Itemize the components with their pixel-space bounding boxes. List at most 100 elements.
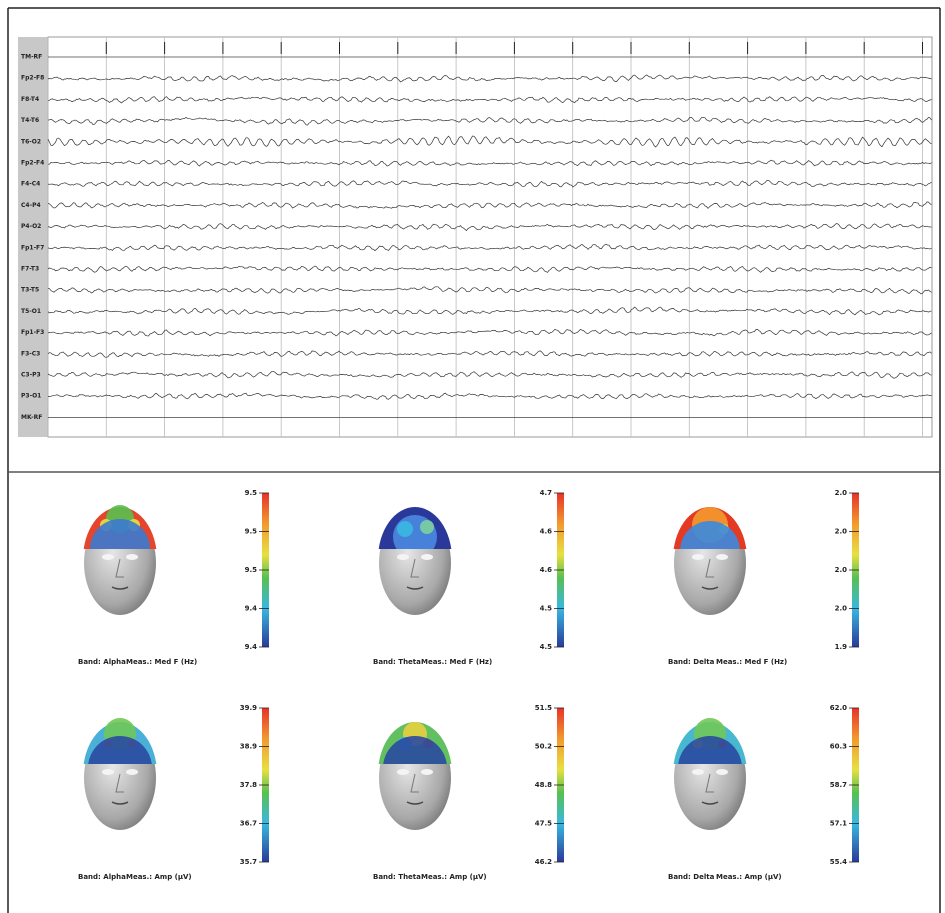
eye xyxy=(126,769,138,775)
channel-label: C3-P3 xyxy=(21,372,41,379)
channel-label: P4-O2 xyxy=(21,223,41,230)
eeg-trace xyxy=(47,328,932,337)
scalp-blob xyxy=(88,736,152,764)
measure-label: Meas.: Med F (Hz) xyxy=(716,658,787,666)
scale-label: 1.9 xyxy=(835,643,848,651)
band-label: Band: Delta xyxy=(668,873,715,881)
label-column xyxy=(18,37,48,437)
scale-label: 38.9 xyxy=(240,743,257,751)
channel-label: Fp2-F8 xyxy=(21,75,44,82)
eeg-trace xyxy=(47,201,932,209)
scale-label: 62.0 xyxy=(830,704,847,712)
mouth xyxy=(406,586,424,590)
eye xyxy=(102,554,114,560)
scale-label: 2.0 xyxy=(835,605,848,613)
measure-label: Meas.: Med F (Hz) xyxy=(126,658,197,666)
eeg-trace xyxy=(47,223,932,232)
channel-label: F7-T3 xyxy=(21,266,39,273)
eye xyxy=(692,769,704,775)
eye xyxy=(421,769,433,775)
eeg-trace xyxy=(47,159,932,167)
band-label: Band: Delta xyxy=(668,658,715,666)
scale-label: 58.7 xyxy=(830,781,847,789)
mouth xyxy=(406,801,424,805)
band-label: Band: Theta xyxy=(373,873,421,881)
nose xyxy=(115,773,124,793)
mouth xyxy=(111,586,129,590)
measure-label: Meas.: Amp (µV) xyxy=(126,873,192,881)
scalp-map xyxy=(673,507,747,549)
scalp-map xyxy=(378,507,452,549)
scale-label: 4.6 xyxy=(540,528,553,536)
channel-label: T6-O2 xyxy=(21,138,41,145)
scale-label: 46.2 xyxy=(535,858,552,866)
scale-label: 57.1 xyxy=(830,820,847,828)
eye xyxy=(102,769,114,775)
eeg-trace xyxy=(48,96,932,104)
scale-label: 9.4 xyxy=(245,605,258,613)
channel-label: T5-O1 xyxy=(21,308,41,315)
scale-label: 50.2 xyxy=(535,743,552,751)
eye xyxy=(692,554,704,560)
channel-label: TM-RF xyxy=(21,54,42,61)
scale-label: 47.5 xyxy=(535,820,552,828)
nose xyxy=(705,558,714,578)
channel-label: F4-C4 xyxy=(21,181,40,188)
scale-label: 4.6 xyxy=(540,566,553,574)
measure-label: Meas.: Amp (µV) xyxy=(421,873,487,881)
eeg-trace xyxy=(47,179,932,188)
channel-label: T3-T5 xyxy=(21,287,39,294)
band-label: Band: Alpha xyxy=(78,658,126,666)
scalp-map xyxy=(378,722,452,764)
nose xyxy=(115,558,124,578)
scalp-blob xyxy=(90,519,150,549)
scale-label: 51.5 xyxy=(535,704,552,712)
scale-label: 2.0 xyxy=(835,528,848,536)
eeg-trace xyxy=(47,74,932,83)
channel-label: P3-O1 xyxy=(21,393,41,400)
nose xyxy=(410,558,419,578)
channel-label: C4-P4 xyxy=(21,202,41,209)
scalp-blob xyxy=(420,520,434,534)
scale-label: 55.4 xyxy=(830,858,847,866)
scale-label: 9.4 xyxy=(245,643,258,651)
eeg-trace xyxy=(47,306,932,316)
scalp-blob xyxy=(680,521,740,549)
scale-label: 2.0 xyxy=(835,489,848,497)
eeg-trace xyxy=(47,350,932,358)
channel-label: MK-RF xyxy=(21,414,42,421)
eye xyxy=(421,554,433,560)
eye xyxy=(716,769,728,775)
eye xyxy=(716,554,728,560)
scale-label: 37.8 xyxy=(240,781,257,789)
eeg-trace xyxy=(47,135,932,148)
channel-label: Fp1-F7 xyxy=(21,244,44,251)
nose xyxy=(410,773,419,793)
scalp-blob xyxy=(383,736,447,764)
channel-label: F8-T4 xyxy=(21,96,39,103)
eye xyxy=(397,769,409,775)
trace-area xyxy=(47,36,933,438)
scale-label: 9.5 xyxy=(245,528,258,536)
eeg-trace xyxy=(47,116,932,126)
scalp-map xyxy=(83,505,157,549)
scale-label: 39.9 xyxy=(240,704,257,712)
channel-label: Fp1-F3 xyxy=(21,329,44,336)
nose xyxy=(705,773,714,793)
eeg-panel: TM-RF Fp2-F8 F8-T4 T4-T6 T6-O2 Fp2-F4 F4-C4 C4-… xyxy=(21,37,932,437)
mouth xyxy=(111,801,129,805)
scale-label: 60.3 xyxy=(830,743,847,751)
scale-label: 35.7 xyxy=(240,858,257,866)
eeg-trace xyxy=(47,286,932,295)
scale-label: 4.7 xyxy=(540,489,553,497)
scalp-blob xyxy=(678,736,742,764)
scale-label: 2.0 xyxy=(835,566,848,574)
scale-label: 4.5 xyxy=(540,605,553,613)
eeg-trace xyxy=(47,265,932,273)
scalp-blob xyxy=(397,521,413,537)
band-label: Band: Theta xyxy=(373,658,421,666)
scalp-map xyxy=(673,718,747,764)
measure-label: Meas.: Med F (Hz) xyxy=(421,658,492,666)
